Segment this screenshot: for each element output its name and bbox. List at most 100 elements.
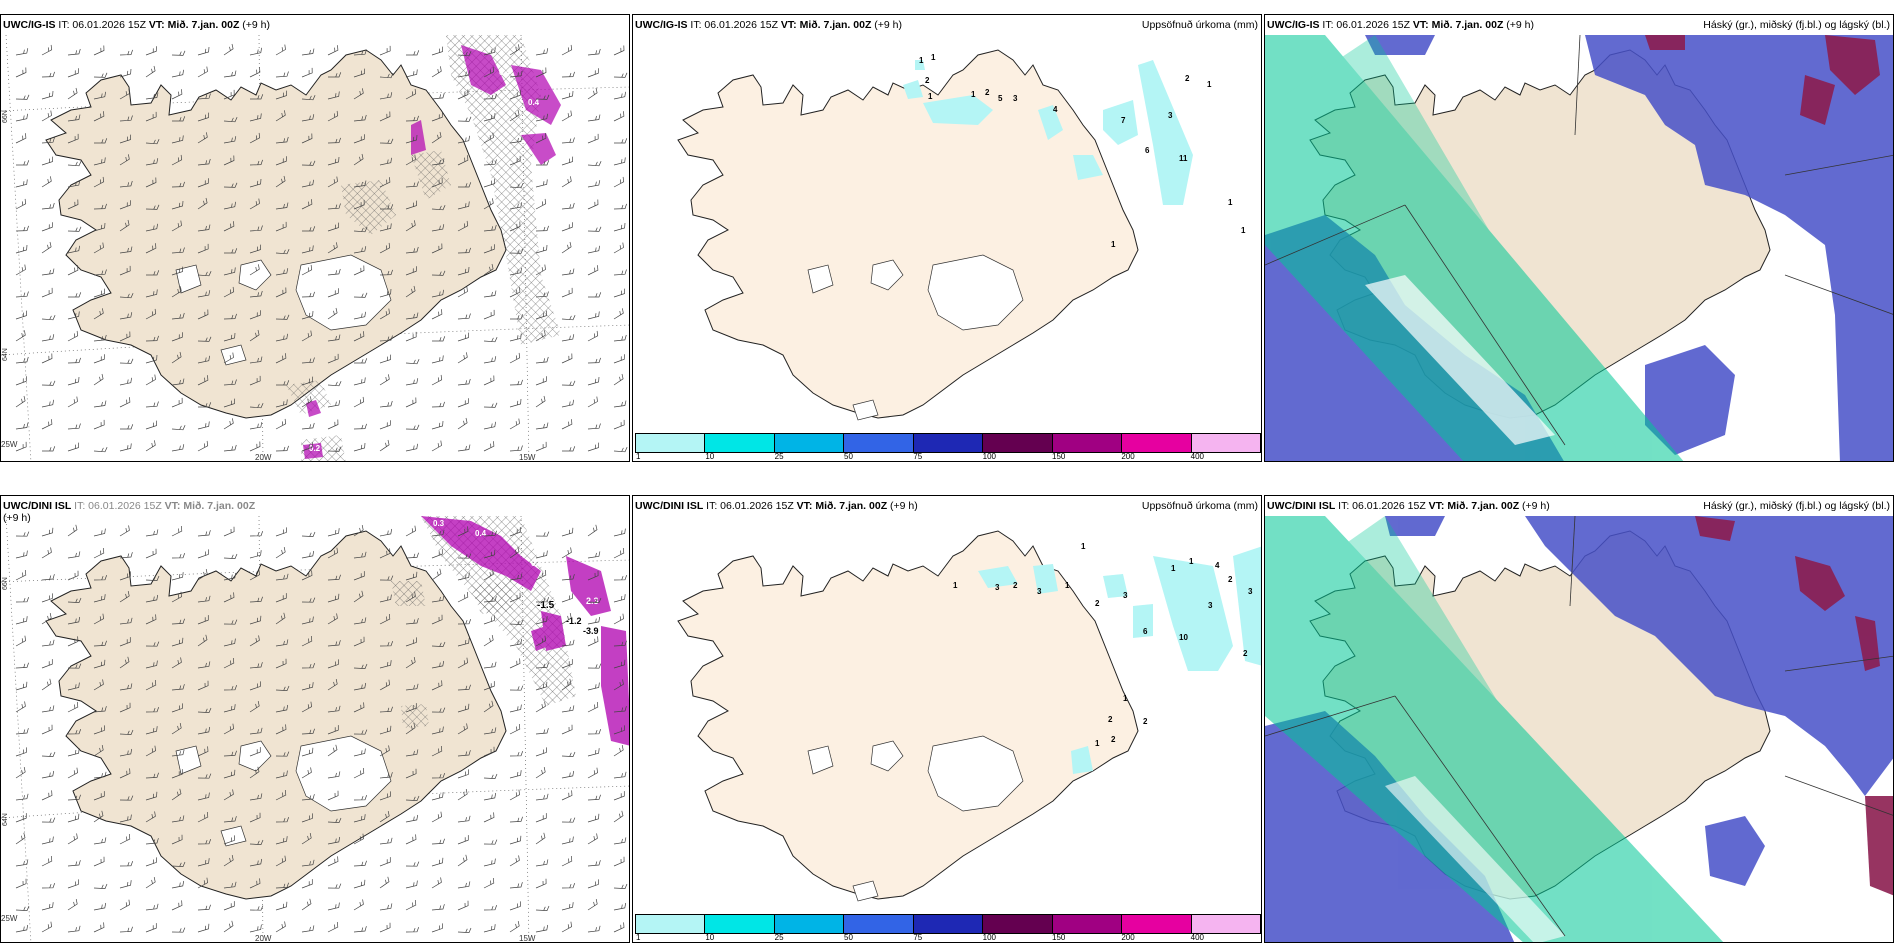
wind-barb xyxy=(249,747,261,757)
wind-barb xyxy=(561,547,572,559)
wind-barb xyxy=(302,226,316,232)
wind-barb xyxy=(587,87,598,100)
wind-temp-panel-bottom[interactable]: UWC/DINI ISL IT: 06.01.2026 15Z VT: Mið.… xyxy=(0,495,630,943)
wind-barb xyxy=(561,315,576,321)
temp-label: 0.6 xyxy=(553,120,565,129)
wind-barb xyxy=(41,241,52,254)
wind-barb xyxy=(41,639,55,647)
wind-barb xyxy=(561,287,573,298)
wind-barb xyxy=(431,46,444,56)
wind-barb xyxy=(405,571,418,581)
wind-barb xyxy=(275,612,286,625)
wind-barb xyxy=(587,794,601,801)
wind-barb xyxy=(15,905,30,911)
precip-panel-bottom[interactable]: UWC/DINI ISL IT: 06.01.2026 15Z VT: Mið.… xyxy=(632,495,1262,943)
wind-barb xyxy=(353,331,365,342)
wind-barb xyxy=(197,243,209,254)
wind-barb xyxy=(561,137,575,144)
wind-barb xyxy=(327,203,341,210)
wind-barb xyxy=(327,419,339,430)
wind-barb xyxy=(327,242,338,254)
wind-barb xyxy=(197,792,210,801)
wind-barb xyxy=(535,924,549,933)
wind-barb xyxy=(301,114,315,122)
wind-barb xyxy=(431,177,443,188)
wind-barb xyxy=(119,331,131,342)
cloud-panel-top[interactable]: UWC/IG-IS IT: 06.01.2026 15Z VT: Mið. 7.… xyxy=(1264,14,1894,462)
wind-barb xyxy=(67,636,79,647)
wind-barb xyxy=(15,924,29,933)
wind-barb xyxy=(613,354,625,364)
wind-barb xyxy=(587,728,602,735)
wind-temp-panel-top[interactable]: UWC/IG-IS IT: 06.01.2026 15Z VT: Mið. 7.… xyxy=(0,14,630,462)
wind-barb xyxy=(93,157,106,166)
wind-barb xyxy=(15,662,29,669)
wind-barb xyxy=(275,882,289,889)
wind-barb xyxy=(119,134,132,144)
wind-barb xyxy=(379,92,393,100)
wind-barb xyxy=(275,751,290,757)
wind-barb xyxy=(405,657,416,669)
wind-barb xyxy=(197,680,209,691)
wind-barb xyxy=(379,177,391,188)
wind-barb xyxy=(301,95,316,101)
wind-barb xyxy=(67,767,78,779)
lat-label: 64N xyxy=(2,348,9,361)
wind-barb xyxy=(67,748,80,757)
wind-barb xyxy=(171,861,186,867)
wind-barb xyxy=(353,265,365,276)
wind-barb xyxy=(171,657,182,669)
wind-barb xyxy=(67,180,81,188)
wind-barb xyxy=(561,399,574,408)
wind-barb xyxy=(405,200,418,210)
wind-barb xyxy=(197,336,212,342)
precip-label: 4 xyxy=(1215,561,1220,570)
wind-barb xyxy=(509,333,522,342)
wind-barb xyxy=(223,553,238,559)
wind-barb xyxy=(119,377,132,386)
wind-barb xyxy=(223,418,234,430)
wind-barb xyxy=(171,880,185,889)
precip-panel-top[interactable]: UWC/IG-IS IT: 06.01.2026 15Z VT: Mið. 7.… xyxy=(632,14,1262,462)
wind-barb xyxy=(353,814,366,823)
wind-barb xyxy=(483,904,498,911)
wind-barb xyxy=(509,44,520,56)
wind-barb xyxy=(67,311,80,320)
wind-barb xyxy=(41,659,53,669)
wind-barb xyxy=(587,597,602,603)
wind-barb xyxy=(535,878,547,889)
wind-barb xyxy=(67,833,78,845)
wind-barb xyxy=(15,681,28,691)
wind-barb xyxy=(457,286,468,298)
wind-barb xyxy=(119,880,132,889)
wind-barb xyxy=(301,422,315,430)
wind-barb xyxy=(587,245,600,254)
wind-barb xyxy=(327,176,338,188)
wind-barb xyxy=(93,706,107,713)
wind-barb xyxy=(613,203,627,210)
wind-barb xyxy=(15,94,30,100)
wind-barb xyxy=(145,289,158,298)
wind-barb xyxy=(67,879,79,889)
wind-barb xyxy=(587,570,599,581)
wind-barb xyxy=(327,156,340,166)
wind-barb xyxy=(171,618,185,625)
colorbar-segment xyxy=(636,915,706,933)
wind-barb xyxy=(587,701,599,713)
wind-barb xyxy=(275,573,289,581)
wind-barb xyxy=(41,315,56,321)
cloud-panel-bottom[interactable]: UWC/DINI ISL IT: 06.01.2026 15Z VT: Mið.… xyxy=(1264,495,1894,943)
wind-barb xyxy=(353,396,365,408)
wind-barb xyxy=(483,858,496,867)
graticule-lines xyxy=(1265,34,1893,446)
wind-barb xyxy=(15,832,26,845)
low-cloud xyxy=(1645,35,1880,125)
graticule-lines xyxy=(1265,515,1893,937)
lat-label: 66N xyxy=(2,110,9,123)
wind-barb xyxy=(457,116,472,122)
wind-barb xyxy=(587,833,598,845)
colorbar-tick-label: 200 xyxy=(1121,933,1135,942)
colorbar-tick-label: 50 xyxy=(844,452,853,461)
wind-barb xyxy=(197,158,211,166)
wind-barb xyxy=(353,442,366,452)
